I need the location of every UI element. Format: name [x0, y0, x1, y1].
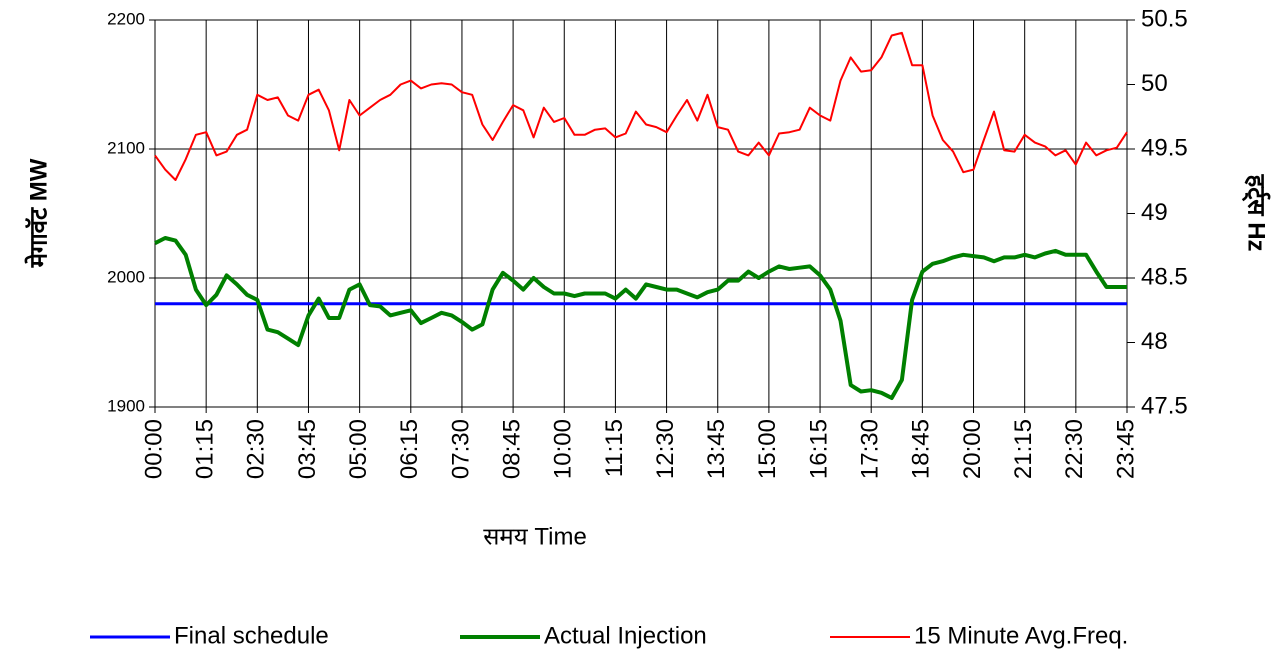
- x-axis-title: समय Time: [483, 523, 587, 550]
- x-tick-label: 22:30: [1061, 419, 1088, 479]
- y2-tick-label: 48.5: [1141, 263, 1188, 290]
- y2-tick-label: 48: [1141, 328, 1168, 355]
- x-tick-label: 23:45: [1112, 419, 1139, 479]
- x-tick-label: 20:00: [959, 419, 986, 479]
- y2-tick-label: 49.5: [1141, 134, 1188, 161]
- x-tick-label: 08:45: [498, 419, 525, 479]
- x-tick-label: 03:45: [294, 419, 321, 479]
- x-tick-label: 21:15: [1010, 419, 1037, 479]
- legend-label: Final schedule: [174, 622, 329, 649]
- y2-tick-label: 50: [1141, 70, 1168, 97]
- x-tick-label: 07:30: [447, 419, 474, 479]
- x-tick-label: 17:30: [857, 419, 884, 479]
- y-tick-label: 2200: [107, 9, 145, 28]
- x-tick-label: 01:15: [192, 419, 219, 479]
- x-tick-label: 11:15: [601, 419, 628, 477]
- x-tick-label: 02:30: [243, 419, 270, 479]
- x-tick-label: 18:45: [908, 419, 935, 479]
- y-axis-title: मेगावॅट MW: [24, 158, 52, 268]
- x-tick-label: 15:00: [754, 419, 781, 479]
- y2-axis-title: हर्ट्स Hz: [1241, 173, 1270, 251]
- x-tick-label: 05:00: [345, 419, 372, 479]
- y2-tick-label: 49: [1141, 199, 1168, 226]
- y-tick-label: 2000: [107, 267, 145, 286]
- series-line: [154, 236, 1127, 400]
- x-tick-label: 10:00: [550, 419, 577, 479]
- x-tick-label: 12:30: [652, 419, 679, 479]
- y2-tick-label: 47.5: [1141, 392, 1188, 419]
- y-tick-label: 2100: [107, 138, 145, 157]
- legend-label: 15 Minute Avg.Freq.: [914, 622, 1128, 649]
- y-tick-label: 1900: [107, 396, 145, 415]
- series-line: [154, 31, 1128, 181]
- x-tick-label: 16:15: [805, 419, 832, 479]
- x-tick-label: 13:45: [703, 419, 730, 479]
- y2-tick-label: 50.5: [1141, 5, 1188, 32]
- legend-label: Actual Injection: [544, 622, 707, 649]
- x-tick-label: 06:15: [396, 419, 423, 479]
- x-tick-label: 00:00: [140, 419, 167, 479]
